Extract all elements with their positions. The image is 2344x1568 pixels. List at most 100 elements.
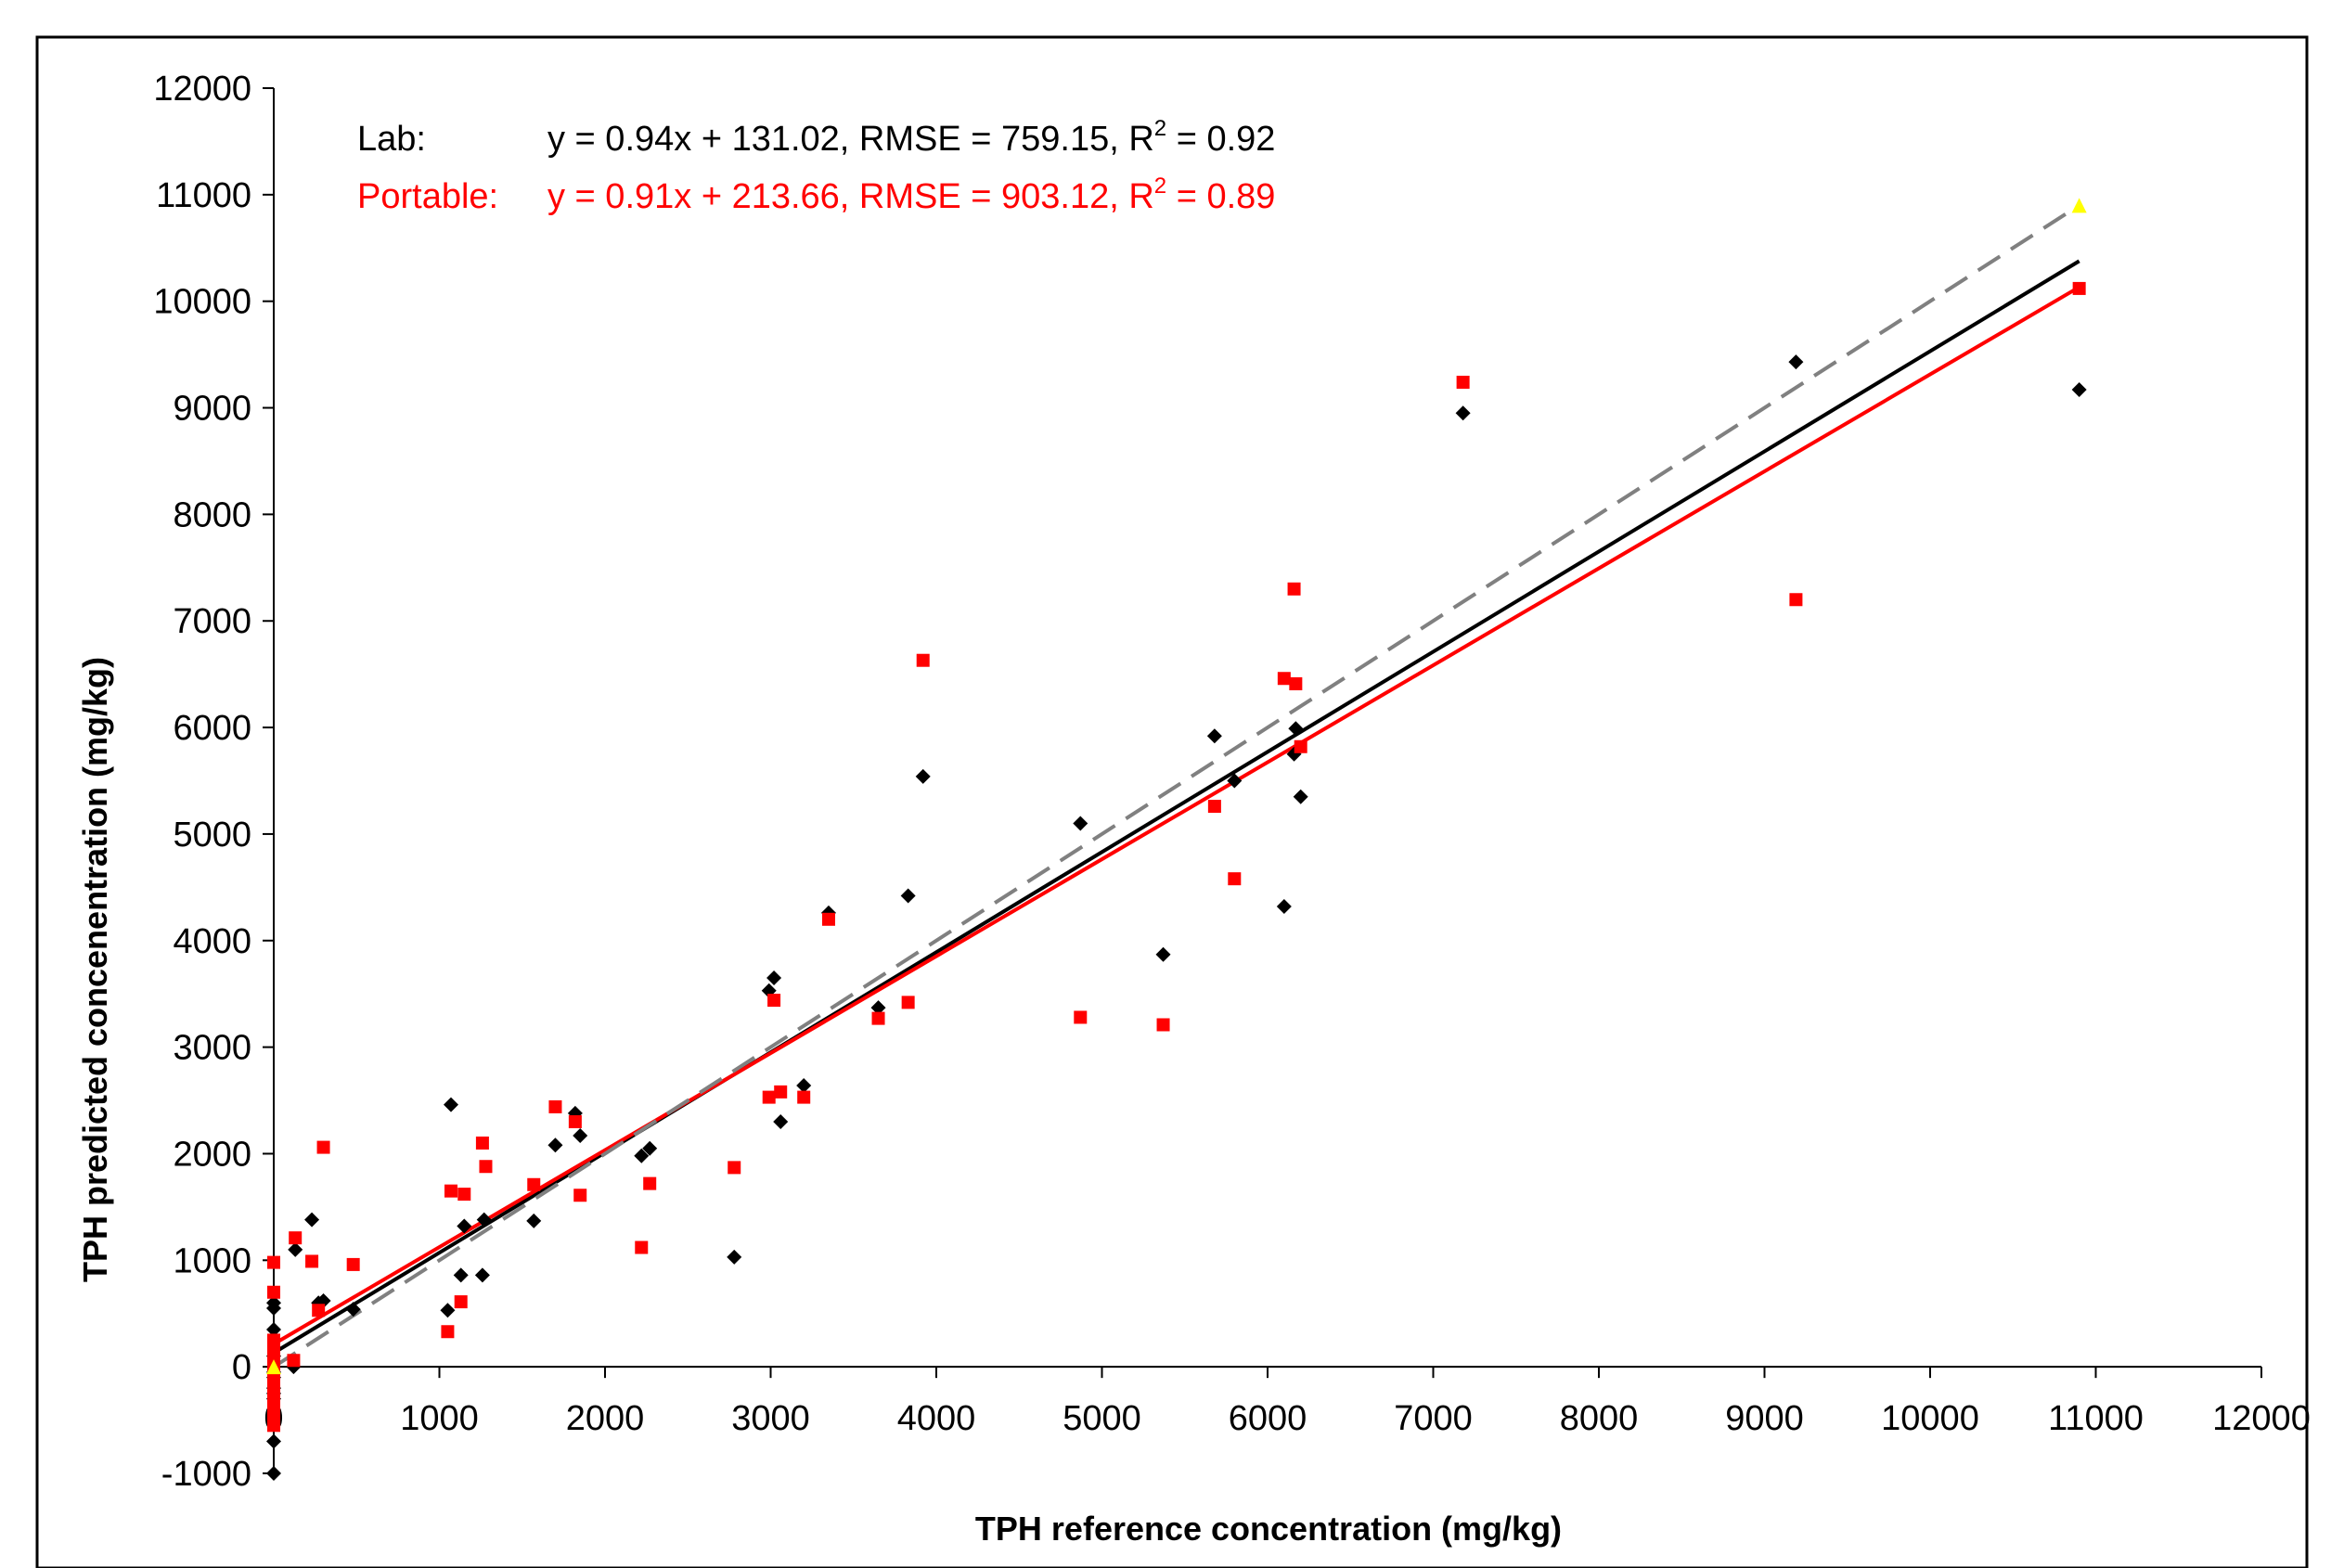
- portable-point: [1789, 593, 1803, 607]
- y-tick-label: 2000: [173, 1135, 251, 1174]
- x-axis-title: TPH reference concentration (mg/kg): [975, 1510, 1562, 1548]
- portable-point: [797, 1090, 811, 1104]
- lab-point: [547, 1137, 563, 1153]
- portable-eq-tail: = 0.89: [1166, 177, 1275, 216]
- y-tick-label: 1000: [173, 1241, 251, 1280]
- portable-point: [305, 1254, 319, 1268]
- y-tick-label: 10000: [153, 283, 251, 322]
- lab-point: [440, 1303, 456, 1318]
- portable-point: [441, 1325, 455, 1339]
- lab-point: [453, 1267, 469, 1283]
- portable-point: [901, 996, 915, 1009]
- x-tick-label: 8000: [1560, 1399, 1639, 1438]
- lab-point: [2071, 382, 2087, 398]
- lab-point: [1227, 773, 1243, 789]
- lab-label: Lab:: [357, 120, 426, 159]
- lab-point: [1206, 728, 1222, 744]
- portable-point: [527, 1177, 541, 1191]
- lab-point: [443, 1097, 458, 1112]
- lab-eq-main: y = 0.94x + 131.02, RMSE = 759.15, R: [547, 120, 1154, 159]
- y-tick-label: 7000: [173, 602, 251, 641]
- x-tick-label: 7000: [1394, 1399, 1473, 1438]
- x-tick-label: 12000: [2212, 1399, 2311, 1438]
- portable-eq-sup: 2: [1154, 174, 1166, 199]
- fit-lines: [272, 203, 2080, 1369]
- lab-point: [1293, 789, 1308, 804]
- portable-point: [267, 1333, 280, 1347]
- y-tick-label: 8000: [173, 495, 251, 534]
- portable-point: [267, 1285, 280, 1299]
- portable-point: [316, 1140, 330, 1154]
- y-tick-label: 12000: [153, 70, 251, 109]
- portable-label: Portable:: [357, 177, 498, 216]
- portable-point: [267, 1403, 280, 1417]
- portable-point: [454, 1295, 468, 1309]
- lab-point: [1788, 354, 1804, 370]
- lab-point: [476, 1212, 492, 1227]
- portable-point: [457, 1188, 471, 1202]
- lab-point: [1455, 405, 1471, 421]
- x-tick-label: 10000: [1881, 1399, 1979, 1438]
- lab-eq-tail: = 0.92: [1166, 120, 1275, 159]
- lab-point: [796, 1077, 812, 1093]
- lab-point: [1073, 816, 1088, 831]
- lab-point: [900, 888, 916, 904]
- x-tick-label: 4000: [897, 1399, 976, 1438]
- x-tick-label: 11000: [2048, 1399, 2144, 1438]
- portable-point: [444, 1184, 457, 1198]
- chart-border: [35, 35, 2309, 1568]
- y-tick-label: 4000: [173, 922, 251, 961]
- lab-point: [474, 1267, 490, 1283]
- lab-point: [634, 1148, 650, 1163]
- reference-point: [2071, 198, 2087, 213]
- lab-point: [457, 1218, 472, 1234]
- lab-point: [766, 970, 782, 985]
- portable-point: [774, 1085, 788, 1099]
- y-tick-label: -1000: [161, 1455, 251, 1494]
- data-points: [266, 198, 2087, 1481]
- portable-point: [267, 1413, 280, 1427]
- y-tick-label: 5000: [173, 816, 251, 855]
- portable-point: [267, 1392, 280, 1406]
- y-tick-label: 0: [232, 1348, 251, 1387]
- portable-point: [1156, 1018, 1170, 1032]
- lab-point: [1155, 946, 1171, 962]
- portable-point: [635, 1240, 649, 1254]
- lab-point: [915, 768, 931, 784]
- x-tick-label: 2000: [566, 1399, 645, 1438]
- portable-point: [821, 912, 835, 926]
- portable-point: [916, 653, 930, 667]
- y-tick-label: 11000: [156, 176, 251, 215]
- lab-point: [870, 1000, 886, 1016]
- portable-point: [312, 1304, 326, 1317]
- x-tick-label: 5000: [1063, 1399, 1141, 1438]
- one-to-one-line: [272, 203, 2080, 1369]
- portable-fit-line: [272, 285, 2080, 1346]
- portable-equation: Portable: y = 0.91x + 213.66, RMSE = 903…: [357, 174, 1275, 216]
- x-axis: 0100020003000400050006000700080009000100…: [264, 1366, 2311, 1438]
- portable-point: [871, 1011, 885, 1025]
- lab-point: [727, 1249, 742, 1265]
- portable-point: [267, 1382, 280, 1395]
- portable-point: [2072, 281, 2086, 295]
- portable-equation-text: y = 0.91x + 213.66, RMSE = 903.12, R2 = …: [547, 174, 1275, 216]
- lab-point: [1276, 899, 1292, 915]
- lab-point: [1288, 721, 1304, 737]
- lab-eq-sup: 2: [1154, 116, 1166, 141]
- lab-point: [642, 1140, 658, 1156]
- portable-point: [1289, 676, 1303, 690]
- lab-point: [773, 1114, 789, 1130]
- portable-point: [1074, 1010, 1088, 1024]
- portable-point: [548, 1099, 562, 1113]
- lab-point: [345, 1302, 361, 1317]
- y-tick-label: 9000: [173, 390, 251, 429]
- portable-point: [475, 1136, 489, 1150]
- portable-point: [1277, 672, 1291, 686]
- lab-point: [526, 1213, 542, 1228]
- x-tick-label: 9000: [1725, 1399, 1804, 1438]
- reference-point: [266, 1359, 281, 1375]
- lab-equation: Lab: y = 0.94x + 131.02, RMSE = 759.15, …: [357, 116, 1275, 159]
- portable-point: [287, 1354, 301, 1368]
- portable-point: [762, 1090, 776, 1104]
